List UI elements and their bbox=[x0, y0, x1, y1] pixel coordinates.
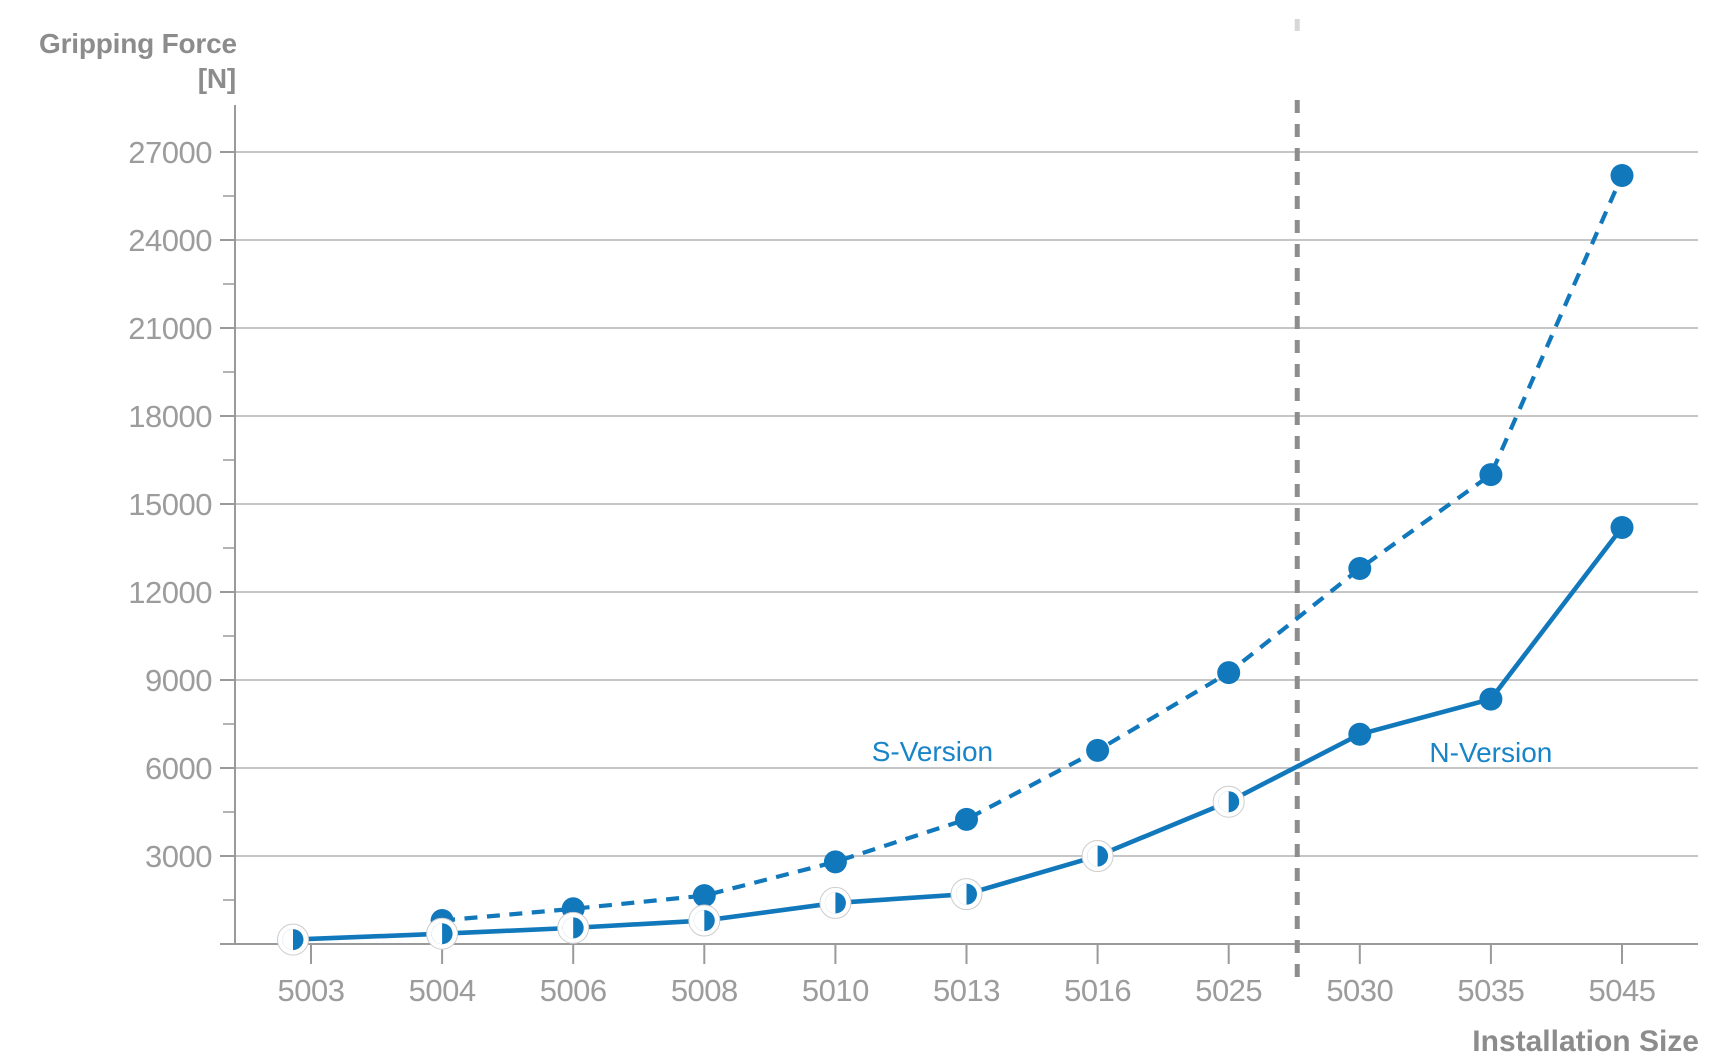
marker-filled-circle bbox=[955, 807, 978, 831]
y-axis-title: Gripping Force bbox=[39, 28, 237, 59]
marker-filled-circle bbox=[692, 884, 716, 908]
y-tick-label: 6000 bbox=[145, 751, 212, 786]
marker-filled-circle bbox=[823, 850, 847, 874]
marker-filled-circle bbox=[1086, 738, 1110, 762]
marker-half-white bbox=[1087, 845, 1098, 867]
series-label-s-version: S-Version bbox=[872, 736, 993, 767]
y-tick-label: 9000 bbox=[145, 663, 212, 698]
marker-half-white bbox=[1218, 791, 1229, 813]
y-tick-label: 24000 bbox=[128, 223, 212, 258]
marker-filled-circle bbox=[1348, 722, 1372, 746]
x-tick-label: 5004 bbox=[409, 973, 476, 1008]
y-tick-label: 3000 bbox=[145, 839, 212, 874]
x-tick-label: 5030 bbox=[1326, 973, 1393, 1008]
x-tick-label: 5016 bbox=[1064, 973, 1131, 1008]
marker-half-white bbox=[562, 917, 574, 939]
marker-half-white bbox=[824, 892, 836, 914]
marker-half-white bbox=[693, 910, 705, 932]
marker-filled-circle bbox=[1610, 163, 1634, 187]
y-tick-label: 21000 bbox=[128, 311, 212, 346]
series-line-s-version bbox=[441, 174, 1624, 923]
marker-half-white bbox=[282, 929, 293, 951]
marker-half-white bbox=[956, 883, 967, 905]
x-tick-label: 5045 bbox=[1589, 973, 1656, 1008]
x-tick-label: 5013 bbox=[933, 973, 1000, 1008]
marker-filled-circle bbox=[1479, 463, 1503, 487]
x-tick-label: 5025 bbox=[1195, 973, 1262, 1008]
chart-plot-area: 3000 6000 9000 12000 15000 18000 21000 24000 270… bbox=[128, 19, 1698, 1008]
marker-filled-circle bbox=[1348, 557, 1372, 581]
x-tick-label: 5010 bbox=[802, 973, 869, 1008]
y-axis-unit-label: [N] bbox=[198, 63, 236, 94]
x-tick-label: 5006 bbox=[540, 973, 607, 1008]
series-line-n-version bbox=[292, 526, 1624, 942]
marker-filled-circle bbox=[1610, 515, 1634, 539]
y-tick-label: 18000 bbox=[128, 399, 212, 434]
marker-filled-circle bbox=[1217, 661, 1241, 685]
marker-filled-circle bbox=[1479, 687, 1503, 711]
x-axis-title: Installation Size bbox=[1472, 1025, 1699, 1058]
y-tick-label: 15000 bbox=[128, 487, 212, 522]
x-tick-label: 5035 bbox=[1457, 973, 1524, 1008]
x-tick-label: 5008 bbox=[671, 973, 738, 1008]
marker-half-white bbox=[431, 923, 443, 945]
y-tick-label: 27000 bbox=[128, 135, 212, 170]
x-tick-label: 5003 bbox=[278, 973, 345, 1008]
series-label-n-version: N-Version bbox=[1429, 737, 1552, 768]
y-tick-label: 12000 bbox=[128, 575, 212, 610]
